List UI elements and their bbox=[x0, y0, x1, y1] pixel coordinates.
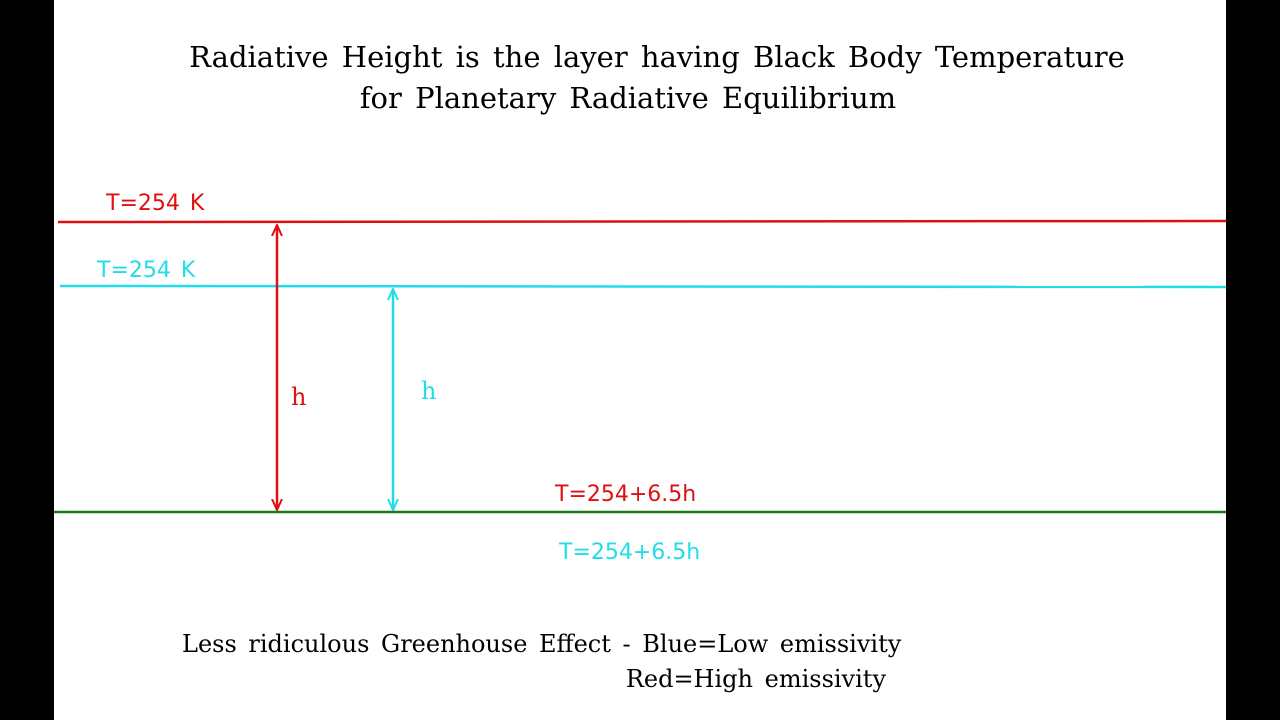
title-line-1: Radiative Height is the layer having Bla… bbox=[189, 40, 1125, 74]
white-panel bbox=[54, 0, 1226, 720]
red-height-label: h bbox=[291, 383, 306, 411]
blue-surface-label: T=254+6.5h bbox=[558, 540, 700, 565]
blue-height-label: h bbox=[421, 377, 436, 405]
blue-layer-label: T=254 K bbox=[96, 258, 196, 283]
blue-radiative-layer-line bbox=[59, 284, 1227, 289]
red-radiative-layer-line bbox=[57, 219, 1227, 224]
title-line-2: for Planetary Radiative Equilibrium bbox=[360, 81, 896, 115]
caption-line-2: Red=High emissivity bbox=[626, 665, 887, 693]
caption-line-1: Less ridiculous Greenhouse Effect - Blue… bbox=[182, 630, 902, 658]
red-surface-label: T=254+6.5h bbox=[554, 482, 696, 507]
red-layer-label: T=254 K bbox=[105, 191, 205, 216]
